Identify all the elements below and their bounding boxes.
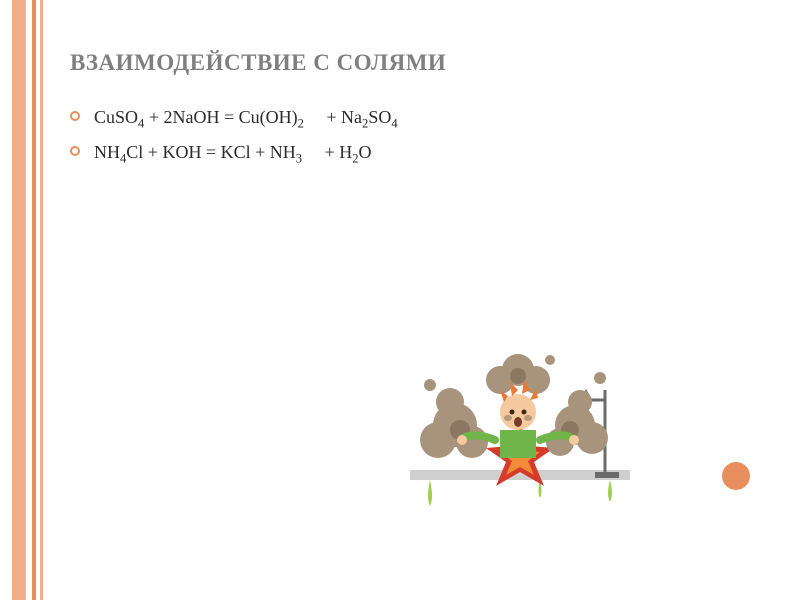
decor-stripe-2 xyxy=(32,0,36,600)
bullet-list: CuSO4 + 2NaOH = Cu(OH)2 + Na2SO4 NH4Cl +… xyxy=(70,104,730,168)
bullet-text: CuSO4 + 2NaOH = Cu(OH)2 + Na2SO4 xyxy=(94,107,398,127)
decor-stripe-3 xyxy=(40,0,43,600)
slide-root: ВЗАИМОДЕЙСТВИЕ С СОЛЯМИ CuSO4 + 2NaOH = … xyxy=(0,0,800,600)
bullet-item: NH4Cl + KOH = KCl + NH3 + H2O xyxy=(70,139,730,168)
bullet-text: NH4Cl + KOH = KCl + NH3 + H2O xyxy=(94,142,372,162)
decor-stripe-1 xyxy=(12,0,26,600)
slide-title: ВЗАИМОДЕЙСТВИЕ С СОЛЯМИ xyxy=(70,50,730,76)
bullet-item: CuSO4 + 2NaOH = Cu(OH)2 + Na2SO4 xyxy=(70,104,730,133)
accent-dot-icon xyxy=(722,462,750,490)
explosion-cartoon-icon xyxy=(400,330,640,520)
